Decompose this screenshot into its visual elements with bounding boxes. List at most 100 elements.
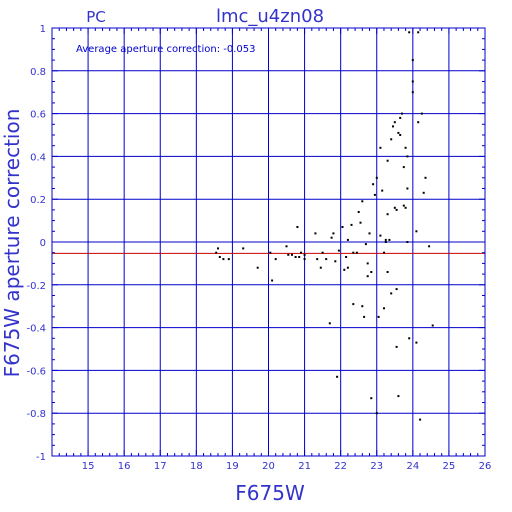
data-point [334, 260, 337, 263]
data-point [411, 59, 414, 62]
data-point [298, 256, 301, 258]
chart-title: lmc_u4zn08 [216, 6, 324, 27]
y-tick-label: -0.4 [26, 324, 46, 335]
data-point [390, 138, 393, 141]
data-point [404, 206, 407, 209]
y-tick-label: 0 [40, 238, 46, 249]
data-point [406, 241, 409, 243]
data-point [431, 324, 434, 327]
data-point [379, 234, 382, 237]
data-point [388, 238, 391, 241]
y-tick-labels: 1 0.8 0.6 0.4 0.2 0 -0.2 -0.4 -0.6 -0.8 -1 [26, 24, 46, 463]
data-point [383, 307, 385, 310]
data-point [377, 315, 380, 318]
data-point [390, 292, 393, 295]
y-tick-label: 0.6 [30, 110, 46, 121]
data-point [285, 245, 288, 248]
data-point [422, 191, 425, 194]
data-point [417, 121, 420, 124]
data-point [269, 251, 272, 254]
x-tick-label: 21 [298, 461, 311, 472]
data-point [337, 249, 340, 252]
data-point [402, 166, 405, 169]
data-point [296, 226, 299, 228]
data-point [397, 395, 400, 398]
data-point [271, 279, 274, 282]
x-tick-label: 23 [370, 461, 383, 472]
data-point [294, 256, 297, 258]
data-point [242, 247, 245, 250]
data-point [352, 303, 355, 306]
tick-marks [51, 27, 486, 457]
data-point [392, 125, 394, 128]
x-tick-label: 18 [190, 461, 203, 472]
data-point [345, 256, 348, 258]
y-tick-label: -0.8 [26, 409, 46, 420]
data-points [215, 31, 434, 421]
data-point [343, 268, 346, 271]
data-point [218, 256, 221, 258]
y-tick-label: -1 [36, 452, 46, 463]
data-point [402, 204, 405, 207]
data-point [420, 112, 423, 115]
data-point [363, 315, 366, 318]
data-point [395, 208, 398, 211]
y-tick-label: 0.4 [30, 152, 46, 163]
y-tick-label: 1 [40, 24, 46, 35]
data-point [404, 146, 407, 149]
data-point [370, 271, 373, 273]
x-tick-label: 17 [154, 461, 167, 472]
data-point [424, 176, 427, 179]
data-point [217, 247, 219, 250]
data-point [321, 251, 324, 254]
data-point [316, 258, 319, 261]
data-point [227, 258, 230, 261]
data-point [384, 238, 387, 241]
data-point [386, 159, 389, 162]
reference-lines [52, 241, 485, 254]
data-point [406, 187, 409, 190]
x-tick-label: 15 [82, 461, 95, 472]
x-tick-labels: 15 16 17 18 19 20 21 22 23 24 25 26 [82, 461, 492, 472]
data-point [370, 397, 373, 400]
data-point [381, 189, 384, 192]
data-point [359, 221, 362, 224]
y-tick-label: 0.2 [30, 195, 46, 206]
x-axis-label: F675W [235, 481, 305, 505]
data-point [384, 241, 387, 243]
data-point [386, 213, 389, 216]
data-point [366, 275, 369, 278]
data-point [325, 258, 328, 261]
data-point [328, 322, 331, 325]
data-point [303, 258, 306, 261]
data-point [346, 238, 349, 241]
data-point [300, 251, 302, 254]
data-point [386, 271, 389, 273]
y-tick-label: -0.2 [26, 281, 46, 292]
x-tick-label: 24 [406, 461, 419, 472]
data-point [291, 253, 293, 256]
data-point [395, 288, 398, 291]
data-point [350, 223, 353, 226]
data-point [372, 183, 375, 186]
data-point [428, 245, 431, 248]
data-point [399, 116, 402, 119]
data-point [366, 262, 369, 265]
data-point [411, 80, 414, 83]
data-point [319, 266, 322, 269]
data-point [287, 253, 290, 256]
data-point [408, 31, 411, 34]
data-point [417, 31, 420, 34]
y-tick-label: -0.6 [26, 366, 46, 377]
data-point [361, 305, 364, 308]
data-point [375, 176, 378, 179]
data-point [415, 230, 418, 233]
x-tick-label: 19 [226, 461, 239, 472]
data-point [364, 243, 367, 246]
data-point [222, 258, 225, 261]
data-point [368, 232, 371, 235]
x-tick-label: 22 [334, 461, 347, 472]
y-tick-label: 0.8 [30, 67, 46, 78]
data-point [332, 232, 335, 235]
